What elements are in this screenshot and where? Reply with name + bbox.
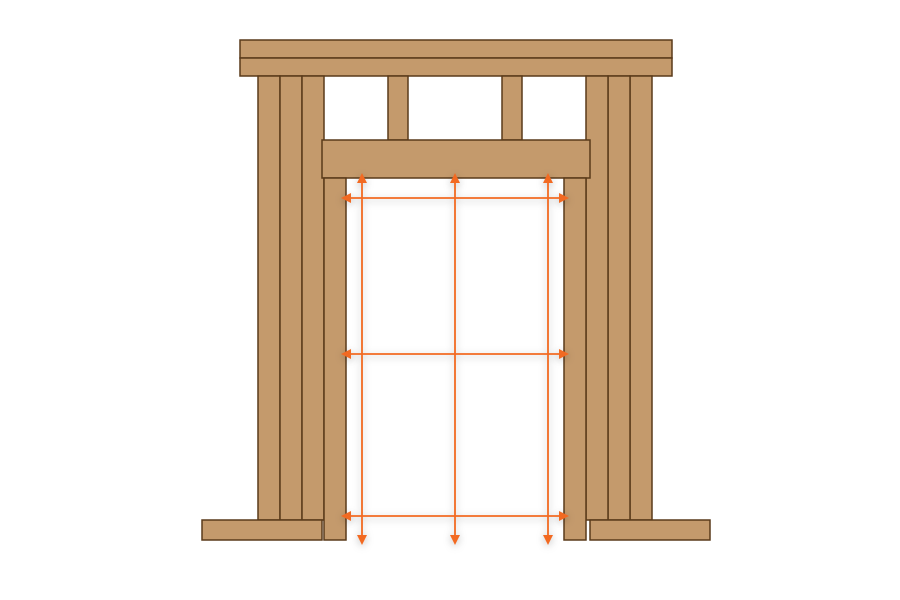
bottom-plate-left bbox=[202, 520, 322, 540]
top-plate-bottom bbox=[240, 58, 672, 76]
measurement-arrows bbox=[350, 182, 560, 536]
header bbox=[322, 140, 590, 178]
king-stud-left bbox=[258, 76, 280, 520]
jack-stud-left-1 bbox=[280, 76, 302, 520]
trimmer-left bbox=[324, 178, 346, 540]
bottom-plate-right bbox=[590, 520, 710, 540]
jack-stud-right-1 bbox=[608, 76, 630, 520]
trimmer-right bbox=[564, 178, 586, 540]
top-plate-top bbox=[240, 40, 672, 58]
king-stud-right bbox=[630, 76, 652, 520]
jack-stud-left-2 bbox=[302, 76, 324, 520]
framing-lumber bbox=[202, 40, 710, 540]
cripple-2 bbox=[502, 76, 522, 140]
cripple-1 bbox=[388, 76, 408, 140]
door-rough-opening-diagram bbox=[0, 0, 900, 600]
